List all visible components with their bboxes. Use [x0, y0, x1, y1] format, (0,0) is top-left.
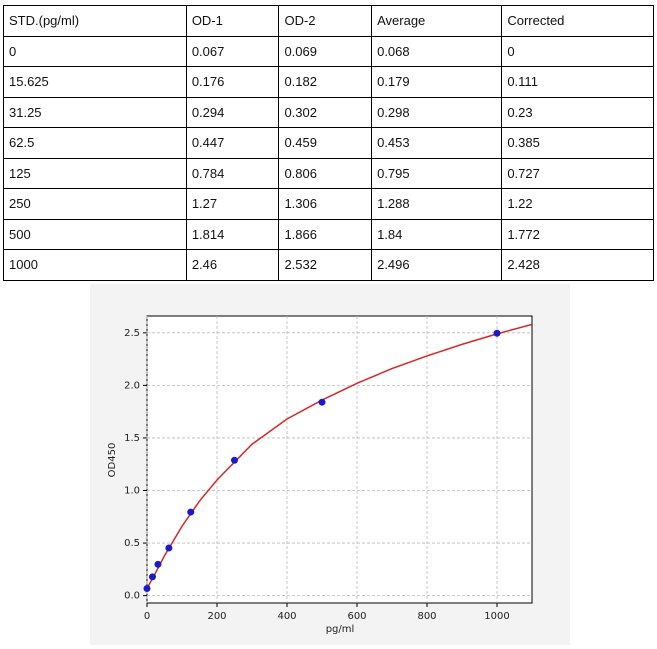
table-row: 1000 2.46 2.532 2.496 2.428	[3, 249, 654, 281]
table-cell: 0.447	[185, 127, 280, 159]
x-tick-label: 600	[347, 611, 366, 622]
table-row: 15.625 0.176 0.182 0.179 0.111	[3, 66, 654, 98]
table-cell: 62.5	[3, 127, 187, 159]
data-point	[493, 329, 501, 337]
table-cell: 2.428	[501, 249, 654, 281]
y-tick-label: 1.5	[124, 433, 140, 444]
table-cell: 1.84	[371, 218, 503, 250]
table-cell: 2.496	[371, 249, 503, 281]
table-cell: 0	[3, 35, 187, 67]
y-tick-label: 0.5	[124, 538, 140, 549]
table-cell: 125	[3, 157, 187, 189]
table-cell: 0.727	[501, 157, 654, 189]
y-axis-label: OD450	[107, 443, 118, 478]
data-point	[231, 456, 238, 464]
table-cell: 0.23	[501, 96, 654, 128]
x-tick-label: 1000	[484, 611, 509, 622]
header-row: STD.(pg/ml) OD-1 OD-2 Average Corrected	[3, 5, 654, 37]
table-row: 500 1.814 1.866 1.84 1.772	[3, 218, 654, 250]
table-cell: 0.182	[278, 66, 373, 98]
table-row: 31.25 0.294 0.302 0.298 0.23	[3, 96, 654, 128]
table-cell: 0.176	[185, 66, 280, 98]
table-row: 250 1.27 1.306 1.288 1.22	[3, 188, 654, 220]
table-cell: 0.294	[185, 96, 280, 128]
table-cell: 2.46	[185, 249, 280, 281]
x-tick-label: 0	[144, 611, 150, 622]
table-cell: 0.459	[278, 127, 373, 159]
table-cell: 250	[3, 188, 187, 220]
x-tick-label: 800	[417, 611, 436, 622]
data-point	[154, 560, 162, 568]
table-cell: Corrected	[501, 5, 654, 37]
x-tick-label: 200	[207, 611, 226, 622]
data-point	[148, 573, 156, 581]
table-cell: 0.111	[501, 66, 654, 98]
y-tick-label: 2.5	[124, 328, 140, 339]
table-cell: 0.795	[371, 157, 503, 189]
plot-area	[146, 315, 533, 604]
table-cell: OD-1	[185, 5, 280, 37]
y-tick-label: 0.0	[124, 591, 140, 602]
table-cell: 2.532	[278, 249, 373, 281]
table-cell: 0.302	[278, 96, 373, 128]
data-point	[143, 584, 151, 592]
data-point	[187, 508, 195, 516]
data-table: STD.(pg/ml) OD-1 OD-2 Average Corrected 0 0.06…	[3, 5, 654, 281]
table-cell: 0.069	[278, 35, 373, 67]
y-tick-label: 2.0	[124, 380, 140, 391]
table-cell: 0	[501, 35, 654, 67]
table-row: 0 0.067 0.069 0.068 0	[3, 35, 654, 67]
table-cell: 1000	[3, 249, 187, 281]
table-row: 125 0.784 0.806 0.795 0.727	[3, 157, 654, 189]
x-axis-label: pg/ml	[326, 624, 355, 635]
table-cell: 15.625	[3, 66, 187, 98]
table-cell: 1.288	[371, 188, 503, 220]
table-cell: 0.067	[185, 35, 280, 67]
table-cell: Average	[371, 5, 503, 37]
table-cell: 1.866	[278, 218, 373, 250]
data-point	[165, 544, 173, 552]
table-cell: 0.179	[371, 66, 503, 98]
table-cell: 0.784	[185, 157, 280, 189]
table-cell: 0.806	[278, 157, 373, 189]
table-cell: STD.(pg/ml)	[3, 5, 187, 37]
table-cell: 0.453	[371, 127, 503, 159]
table-cell: 0.068	[371, 35, 503, 67]
table-cell: 0.298	[371, 96, 503, 128]
table-cell: 31.25	[3, 96, 187, 128]
data-point	[318, 398, 326, 406]
y-tick-label: 1.0	[124, 486, 140, 497]
table-cell: 1.772	[501, 218, 654, 250]
x-tick-label: 400	[277, 611, 296, 622]
